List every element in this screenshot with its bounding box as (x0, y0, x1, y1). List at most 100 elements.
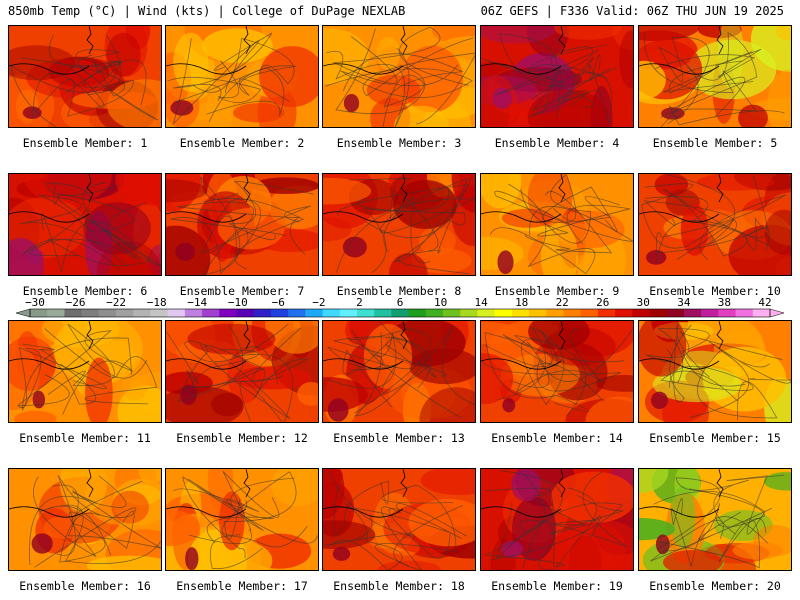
boundary-line (481, 321, 566, 370)
colorbar-swatch (322, 309, 341, 317)
temperature-region (122, 373, 148, 401)
contour-line (326, 47, 410, 127)
contour-line (644, 189, 748, 257)
contour-line (201, 205, 312, 259)
colorbar-tick-label: −10 (227, 296, 248, 309)
temperature-region (697, 26, 742, 39)
colorbar-tick-label: 10 (433, 296, 448, 309)
temperature-region (323, 28, 370, 85)
boundary-line (9, 26, 94, 75)
boundary-line (323, 26, 408, 75)
contour-line (327, 343, 432, 394)
temperature-region (252, 177, 318, 194)
contour-line (73, 49, 159, 121)
temperature-map (481, 321, 633, 422)
temperature-region (511, 469, 541, 502)
boundary-line (9, 321, 94, 370)
ensemble-panel-11 (8, 320, 162, 423)
hot-spot (646, 250, 667, 265)
temperature-region (271, 469, 318, 507)
temperature-region (166, 179, 208, 203)
contour-line (657, 477, 750, 550)
colorbar-swatch (391, 309, 410, 317)
temperature-region (540, 222, 578, 275)
colorbar-swatch (683, 309, 702, 317)
temperature-region (762, 192, 791, 246)
contour-line (17, 330, 134, 415)
ensemble-panel-16 (8, 468, 162, 571)
contour-line (333, 321, 447, 379)
ensemble-panel-5 (638, 25, 792, 128)
colorbar-swatch (735, 309, 754, 317)
colorbar-tick-label: 6 (396, 296, 404, 309)
colorbar-swatch (615, 309, 633, 317)
temperature-map (166, 174, 318, 275)
contour-line (166, 325, 244, 396)
temperature-region (619, 30, 633, 89)
contour-line (21, 337, 132, 411)
hot-spot (31, 533, 53, 554)
hot-spot (22, 106, 42, 119)
contour-line (221, 471, 297, 540)
contour-line (332, 502, 403, 570)
hot-spot (32, 390, 46, 409)
temperature-map (166, 469, 318, 570)
temperature-region (9, 344, 40, 411)
contour-line (671, 498, 768, 567)
temperature-region (377, 560, 441, 570)
contour-line (510, 335, 586, 417)
colorbar-swatch (443, 309, 461, 317)
boundary-line (639, 174, 724, 223)
colorbar-swatch (98, 309, 117, 317)
hot-spot (502, 397, 516, 413)
contour-line (337, 184, 469, 262)
hot-spot (343, 93, 360, 113)
contour-line (333, 480, 390, 536)
member-label: Ensemble Member: 3 (336, 136, 462, 150)
temperature-region (166, 509, 200, 547)
colorbar-tick-label: 14 (474, 296, 488, 309)
temperature-map (323, 321, 475, 422)
temperature-region (265, 321, 318, 354)
contour-line (689, 349, 778, 421)
contour-line (210, 525, 308, 570)
boundary-line (9, 174, 94, 223)
member-label: Ensemble Member: 17 (176, 579, 308, 593)
contour-line (657, 36, 710, 127)
ensemble-panel-14 (480, 320, 634, 423)
contour-line (35, 60, 134, 117)
colorbar-tick-label: 34 (677, 296, 691, 309)
temperature-region (173, 32, 209, 92)
contour-line (363, 176, 472, 274)
temperature-map (639, 469, 791, 570)
colorbar-swatch (219, 309, 237, 317)
temperature-region (41, 321, 120, 348)
colorbar-swatch (64, 309, 83, 317)
contour-line (172, 38, 260, 125)
contour-line (16, 346, 107, 408)
colorbar-tick-label: 22 (555, 296, 569, 309)
colorbar-swatch (529, 309, 547, 317)
contour-line (490, 502, 623, 561)
temperature-region (111, 490, 149, 524)
colorbar-swatch (632, 309, 650, 317)
member-label: Ensemble Member: 11 (19, 431, 151, 445)
contour-line (53, 182, 136, 233)
colorbar-swatch (288, 309, 306, 317)
boundary-line (9, 469, 94, 518)
contour-line (41, 195, 138, 272)
temperature-region (481, 26, 557, 44)
contour-line (27, 182, 120, 257)
colorbar-swatch (494, 309, 513, 317)
boundary-line (639, 321, 724, 370)
temperature-region (259, 46, 318, 108)
contour-line (342, 336, 432, 408)
hot-spot (650, 391, 668, 410)
colorbar-tick-label: 42 (758, 296, 772, 309)
contour-line (187, 478, 275, 544)
contour-line (646, 330, 783, 363)
member-label: Ensemble Member: 16 (19, 579, 151, 593)
colorbar-swatch (425, 309, 444, 317)
temperature-region (14, 410, 57, 422)
valid-time: 06Z GEFS | F336 Valid: 06Z THU JUN 19 20… (480, 4, 784, 18)
